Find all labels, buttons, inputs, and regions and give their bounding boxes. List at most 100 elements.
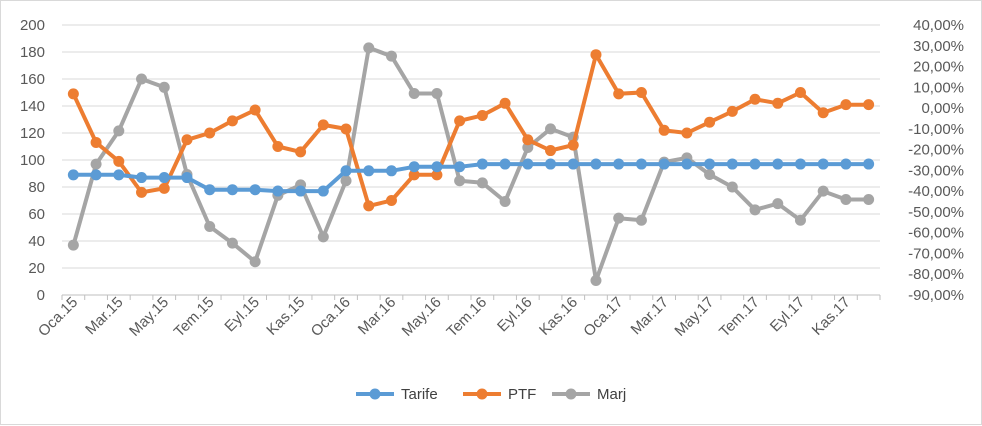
x-tick-label: Mar.17 [628, 294, 672, 338]
right-tick-label: -80,00% [908, 266, 964, 283]
left-axis: 0 20 40 60 80 100 120 140 160 180 200 [20, 17, 45, 304]
data-point [704, 169, 716, 181]
data-point [590, 49, 602, 61]
data-point [476, 158, 488, 170]
left-tick-label: 0 [37, 287, 45, 304]
data-point [67, 88, 79, 100]
data-point [476, 109, 488, 121]
data-point [272, 185, 284, 197]
data-point [408, 169, 420, 181]
data-point [113, 125, 125, 137]
data-point [431, 169, 443, 181]
data-point [317, 231, 329, 243]
data-point [340, 175, 352, 187]
data-point [113, 155, 125, 167]
x-tick-label: May.17 [671, 294, 717, 340]
left-tick-label: 180 [20, 44, 45, 61]
series-ptf [67, 49, 875, 212]
data-point [226, 115, 238, 127]
data-point [431, 88, 443, 100]
data-point [113, 169, 125, 181]
x-tick-label: Eyl.16 [494, 294, 536, 336]
right-tick-label: 40,00% [913, 17, 964, 34]
legend-item-ptf: PTF [463, 386, 536, 403]
data-point [522, 134, 534, 146]
x-tick-label: Mar.15 [82, 294, 126, 338]
data-point [340, 123, 352, 135]
right-tick-label: -60,00% [908, 225, 964, 242]
right-tick-label: -10,00% [908, 121, 964, 138]
left-tick-label: 120 [20, 125, 45, 142]
data-point [204, 184, 216, 196]
data-point [726, 158, 738, 170]
x-tick-label: Oca.17 [580, 294, 626, 340]
data-point [340, 165, 352, 177]
left-tick-label: 140 [20, 98, 45, 115]
x-tick-label: Mar.16 [355, 294, 399, 338]
data-point [772, 158, 784, 170]
left-tick-label: 100 [20, 152, 45, 169]
data-point [181, 134, 193, 146]
data-point [181, 172, 193, 184]
data-point [204, 127, 216, 139]
data-point [295, 146, 307, 158]
legend-marker [565, 388, 577, 400]
data-point [749, 204, 761, 216]
legend-item-marj: Marj [552, 386, 626, 403]
left-tick-label: 160 [20, 71, 45, 88]
x-tick-label: Tem.16 [443, 294, 490, 341]
x-tick-label: Kas.16 [536, 294, 581, 339]
data-point [317, 185, 329, 197]
right-tick-label: 20,00% [913, 59, 964, 76]
data-point [545, 158, 557, 170]
data-point [499, 97, 511, 109]
data-point [363, 42, 375, 54]
series-lines [67, 42, 875, 286]
x-tick-label: Tem.17 [716, 294, 763, 341]
data-point [136, 172, 148, 184]
data-point [454, 161, 466, 173]
x-tick-label: Kas.17 [809, 294, 854, 339]
data-point [840, 99, 852, 111]
data-point [363, 200, 375, 212]
data-point [249, 256, 261, 268]
right-tick-label: 0,00% [921, 100, 964, 117]
gridlines [62, 24, 880, 269]
left-tick-label: 80 [28, 179, 45, 196]
data-point [90, 136, 102, 148]
data-point [272, 141, 284, 152]
x-tick-label: Eyl.15 [221, 294, 263, 336]
data-point [522, 158, 534, 170]
data-point [567, 158, 579, 170]
data-point [681, 158, 693, 170]
right-tick-label: -20,00% [908, 142, 964, 159]
right-tick-label: -50,00% [908, 204, 964, 221]
data-point [772, 97, 784, 109]
data-point [499, 196, 511, 208]
x-tick-label: May.16 [399, 294, 445, 340]
right-tick-label: -30,00% [908, 162, 964, 179]
data-point [772, 198, 784, 210]
data-point [317, 119, 329, 131]
legend-label: Marj [597, 386, 626, 403]
data-point [590, 158, 602, 170]
data-point [749, 158, 761, 170]
series-tarife [67, 158, 875, 197]
x-tick-label: Tem.15 [171, 294, 218, 341]
data-point [431, 161, 443, 173]
data-point [794, 87, 806, 98]
data-point [295, 185, 307, 197]
data-point [726, 105, 738, 117]
x-tick-label: Eyl.17 [767, 294, 809, 336]
data-point [249, 104, 261, 116]
data-point [658, 124, 670, 136]
data-point [136, 73, 148, 85]
right-tick-label: -70,00% [908, 245, 964, 262]
data-point [681, 127, 693, 139]
x-tick-label: Kas.15 [263, 294, 308, 339]
data-point [840, 193, 852, 205]
x-tick-label: May.15 [126, 294, 172, 340]
x-tick-label: Oca.16 [308, 294, 354, 340]
data-point [249, 184, 261, 196]
